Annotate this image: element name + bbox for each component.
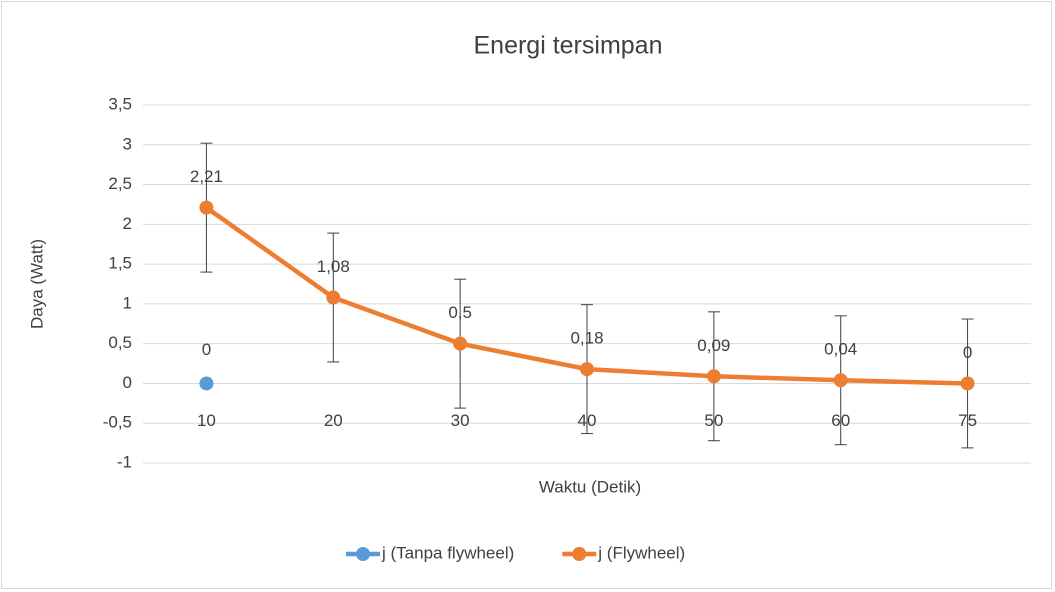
- data-label: 0,04: [824, 340, 857, 359]
- y-tick-label: 3,5: [108, 94, 132, 113]
- y-tick-label: 1,5: [108, 254, 132, 273]
- y-tick-label: 0: [123, 373, 132, 392]
- point: [199, 376, 214, 391]
- data-label: 0: [202, 340, 211, 359]
- point: [706, 369, 721, 384]
- x-tick-label: 10: [197, 411, 216, 430]
- y-tick-label: 3: [123, 134, 132, 153]
- chart-title: Energi tersimpan: [474, 32, 663, 60]
- x-tick-label: 30: [451, 411, 470, 430]
- y-tick-label: -0,5: [103, 413, 132, 432]
- y-axis-title: Daya (Watt): [27, 239, 46, 329]
- point: [199, 200, 214, 215]
- point: [833, 373, 848, 388]
- legend-marker: [572, 547, 587, 561]
- point: [453, 336, 468, 351]
- data-label: 2,21: [190, 167, 223, 186]
- y-tick-label: 0,5: [108, 333, 132, 352]
- point: [326, 290, 341, 305]
- legend-marker: [356, 547, 370, 561]
- data-label: 0,5: [448, 303, 472, 322]
- point: [580, 362, 594, 377]
- y-tick-label: 1: [123, 293, 132, 312]
- x-tick-label: 20: [324, 411, 343, 430]
- data-label: 0,09: [697, 336, 730, 355]
- data-label: 1,08: [317, 257, 350, 276]
- data-label: 0,18: [570, 329, 603, 348]
- y-tick-label: 2,5: [108, 174, 132, 193]
- legend-label: j (Tanpa flywheel): [381, 543, 514, 562]
- point: [960, 376, 975, 391]
- y-tick-label: -1: [117, 452, 132, 471]
- y-tick-label: 2: [123, 214, 132, 233]
- data-label: 0: [963, 343, 972, 362]
- legend-label: j (Flywheel): [597, 543, 685, 562]
- x-axis-title: Waktu (Detik): [539, 477, 641, 496]
